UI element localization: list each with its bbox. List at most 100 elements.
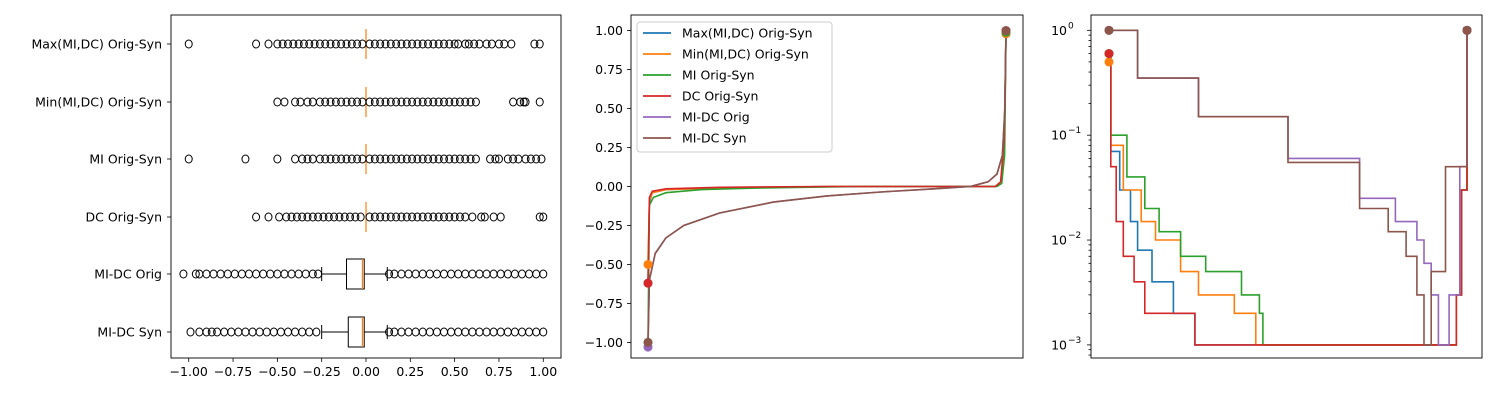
flier-point [326,39,335,49]
flier-point [291,97,300,107]
y-tick-label: 0.25 [595,140,623,155]
category-label: MI Orig-Syn [89,152,162,167]
flier-point [461,97,470,107]
flier-point [353,39,362,49]
flier-point [496,212,505,222]
legend-label: Max(MI,DC) Orig-Syn [682,26,813,41]
flier-point [450,97,459,107]
flier-point [455,212,464,222]
flier-point [356,212,365,222]
legend-label: MI Orig-Syn [682,68,755,83]
sorted-values-panel: −1.00 −0.75 −0.50 −0.25 0.00 0.25 0.50 0.75 1.00… [585,14,1024,359]
flier-point [326,154,335,164]
flier-point [365,97,374,107]
x-tick-label: −0.50 [258,364,296,379]
flier-point [402,97,411,107]
flier-point [324,212,333,222]
legend-label: DC Orig-Syn [682,89,758,104]
y-tick-label: −0.25 [585,218,623,233]
flier-point [537,154,546,164]
legend-label: MI-DC Syn [682,131,747,146]
flier-point [386,97,395,107]
flier-point [413,212,422,222]
flier-point [191,269,200,279]
flier-point [440,39,448,49]
flier-point [429,154,438,164]
flier-point [370,154,379,164]
y-tick-base: 10 [1051,337,1067,352]
y-tick-label: 0.00 [595,179,623,194]
flier-point [461,39,470,49]
flier-point [287,212,296,222]
flier-point [381,97,390,107]
flier-point [429,212,438,222]
x-tick-label: 0.00 [352,364,380,379]
flier-point [314,212,323,222]
flier-point [184,154,193,164]
category-label: DC Orig-Syn [86,210,162,225]
flier-point [370,97,379,107]
flier-point [326,97,335,107]
flier-point [353,97,362,107]
series-start-marker-3 [643,278,653,288]
flier-point [337,39,346,49]
flier-point [539,327,548,337]
flier-point [202,327,211,337]
x-tick-label: 1.00 [529,364,557,379]
series-end-marker-5 [1001,26,1011,36]
flier-point [264,39,273,49]
iqr-box [346,258,365,290]
flier-point [292,212,301,222]
flier-point [440,154,448,164]
flier-point [386,39,395,49]
flier-point [526,154,535,164]
flier-point [392,154,401,164]
y-tick-exponent: −1 [1068,126,1081,136]
flier-point [342,97,351,107]
category-label: Min(MI,DC) Orig-Syn [35,95,162,110]
flier-point [434,97,443,107]
y-tick-label: −0.75 [585,296,623,311]
y-tick-label: 1.00 [595,23,623,38]
flier-point [450,154,459,164]
flier-point [521,97,530,107]
y-tick-exponent: 0 [1068,21,1074,31]
flier-point [186,327,195,337]
flier-point [331,39,340,49]
flier-point [252,212,261,222]
flier-point [445,97,454,107]
flier-point [392,39,401,49]
flier-point [347,39,356,49]
box-5 [186,316,548,348]
y-tick-label: 10 [1051,128,1067,143]
flier-point [315,39,324,49]
flier-point [434,154,443,164]
flier-point [308,269,317,279]
flier-point [402,212,411,222]
step-start-marker-1 [1104,57,1114,67]
flier-point [280,97,289,107]
flier-point [252,39,261,49]
flier-point [424,154,433,164]
flier-point [507,39,516,49]
box-2 [184,144,546,174]
flier-point [503,154,512,164]
y-tick-label: 10 [1051,233,1067,248]
x-tick-label: −1.00 [170,364,208,379]
flier-point [294,39,303,49]
y-tick-label: −1.00 [585,335,623,350]
flier-point [337,154,346,164]
flier-point [298,154,307,164]
step-start-marker-3 [1104,49,1114,59]
flier-point [464,39,473,49]
flier-point [424,39,433,49]
flier-point [402,154,411,164]
boxplot-panel: −1.00 −0.75 −0.50 −0.25 0.00 0.25 0.50 0.75 1.00… [31,14,562,379]
flier-point [470,39,479,49]
flier-point [264,212,273,222]
flier-point [331,154,340,164]
flier-point [392,97,401,107]
flier-point [413,154,422,164]
y-tick-label: 10 [1051,23,1067,38]
